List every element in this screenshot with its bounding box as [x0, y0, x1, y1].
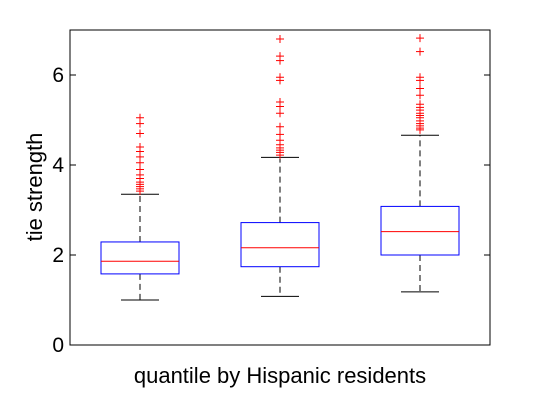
- outlier-point: [276, 130, 284, 139]
- box-series-group: [100, 34, 460, 301]
- interquartile-box: [380, 205, 460, 256]
- outlier-point: [136, 129, 144, 138]
- y-axis-ticks: 0 2 4 6: [52, 64, 490, 357]
- box-group-1: [100, 113, 180, 301]
- outlier-point: [276, 35, 284, 43]
- y-tick-label: 4: [52, 154, 64, 177]
- outlier-point: [416, 100, 424, 109]
- outlier-point: [136, 165, 144, 174]
- outlier-point: [276, 98, 284, 106]
- box-group-3: [380, 34, 460, 293]
- outlier-point: [416, 91, 424, 100]
- y-axis-label: tie strength: [22, 133, 47, 242]
- outlier-point: [276, 52, 284, 61]
- plot-area-frame: [69, 29, 491, 346]
- x-axis-label: quantile by Hispanic residents: [134, 363, 426, 388]
- outlier-point: [136, 143, 144, 151]
- outlier-point: [276, 109, 284, 118]
- outlier-point: [276, 73, 284, 82]
- interquartile-box: [240, 222, 320, 268]
- box-group-2: [240, 35, 320, 297]
- outlier-point: [416, 47, 424, 56]
- y-tick-label: 6: [52, 64, 64, 87]
- outlier-point: [136, 113, 144, 122]
- outlier-point: [416, 73, 424, 82]
- y-tick-label: 0: [52, 334, 64, 357]
- interquartile-box: [100, 241, 180, 275]
- outlier-point: [416, 34, 424, 43]
- outlier-point: [416, 84, 424, 93]
- outlier-point: [276, 122, 284, 131]
- y-tick-label: 2: [52, 244, 64, 267]
